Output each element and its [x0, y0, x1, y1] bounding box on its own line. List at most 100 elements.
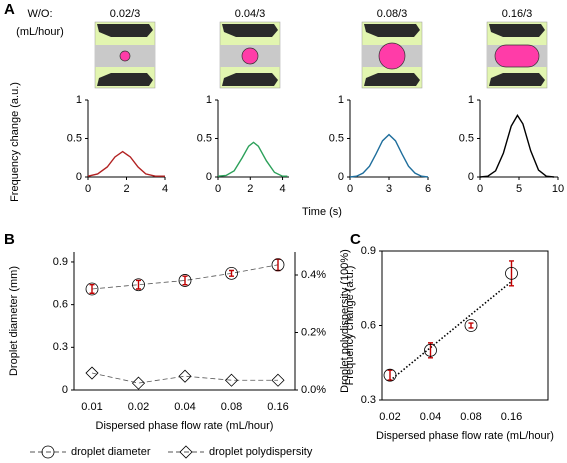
schematic: [94, 21, 156, 89]
x-tick-label: 0.01: [81, 401, 102, 413]
x-tick-label: 3: [386, 183, 392, 195]
panel-letter: A: [4, 1, 15, 18]
marker: [271, 373, 285, 387]
marker: [224, 373, 239, 387]
y-tick-label: 0.6: [361, 319, 376, 331]
droplet: [241, 47, 259, 65]
x-axis-label: Dispersed phase flow rate (mL/hour): [96, 420, 274, 432]
y-tick-label: 0.5: [197, 132, 212, 144]
error-bar: [136, 279, 141, 290]
schematic-unit: (mL/hour): [16, 26, 64, 38]
marker: [464, 319, 478, 332]
error-bar: [509, 260, 514, 287]
series-line: [91, 264, 279, 290]
y-tick-label: 0: [76, 171, 82, 183]
y-tick-label: 0: [206, 171, 212, 183]
electrode: [364, 73, 420, 86]
marker: [85, 366, 99, 380]
axis: [87, 100, 165, 178]
electrode: [222, 24, 278, 37]
error-bar: [387, 369, 393, 381]
panel-letter: B: [4, 231, 15, 248]
legend-marker: [41, 445, 55, 459]
error-bar: [229, 269, 234, 277]
electrode: [489, 24, 545, 37]
x-tick-label: 2: [123, 183, 129, 195]
x-tick-label: 0.08: [460, 411, 481, 423]
y-axis-label: Frequency change (a.u.): [9, 82, 21, 202]
x-tick-label: 0: [215, 183, 221, 195]
x-tick-label: 0.08: [221, 401, 242, 413]
legend-label: droplet polydispersity: [209, 446, 313, 458]
electrode: [222, 73, 278, 86]
schematic: [486, 21, 548, 89]
x-tick-label: 4: [279, 183, 285, 195]
axis: [73, 252, 296, 391]
electrode: [364, 24, 420, 37]
x-tick-label: 0.02: [379, 411, 400, 423]
x-tick-label: 0.04: [174, 401, 195, 413]
marker: [178, 274, 192, 287]
schematic-label: 0.16/3: [502, 8, 533, 20]
electrode: [97, 73, 153, 86]
y-tick-label: 0: [468, 171, 474, 183]
y-tick-label: 0.5: [67, 132, 82, 144]
droplet: [494, 44, 540, 68]
y-tick-label: 0: [62, 384, 68, 396]
y-tick-label: 0: [338, 171, 344, 183]
droplet: [119, 50, 131, 62]
x-tick-label: 0: [347, 183, 353, 195]
x-tick-label: 6: [425, 183, 431, 195]
y-tick-label: 0.5: [329, 132, 344, 144]
x-tick-label: 0.02: [128, 401, 149, 413]
x-axis-label: Dispersed phase flow rate (mL/hour): [376, 430, 554, 442]
y-tick-label: 0.3: [53, 341, 68, 353]
marker: [271, 258, 285, 272]
marker: [505, 266, 518, 280]
error-bar: [182, 275, 188, 286]
y-tick-label: 1: [206, 94, 212, 106]
y-tick-label: 0.2%: [301, 326, 326, 338]
line: [479, 114, 555, 178]
schematic: [219, 21, 281, 89]
x-tick-label: 5: [516, 183, 522, 195]
schematic-label: 0.04/3: [235, 8, 266, 20]
marker: [424, 343, 437, 357]
line: [349, 133, 429, 178]
marker: [383, 368, 397, 382]
series-line: [91, 372, 278, 384]
axis: [349, 100, 428, 178]
schematic: [361, 21, 423, 89]
axis: [381, 250, 549, 401]
x-tick-label: 0.04: [420, 411, 441, 423]
marker: [132, 278, 145, 292]
y-axis-label: Droplet diameter (mm): [8, 266, 20, 376]
marker: [131, 376, 146, 390]
y-tick-label: 0.6: [53, 299, 68, 311]
y-tick-label: 0.5: [459, 132, 474, 144]
y-tick-label: 0.9: [53, 256, 68, 268]
x-axis-label: Time (s): [302, 206, 342, 218]
error-bar: [89, 284, 95, 294]
error-bar: [428, 342, 433, 359]
y-tick-label: 1: [76, 94, 82, 106]
line: [87, 150, 165, 177]
y2-axis-label: Droplet polydispersity (100%): [339, 249, 351, 393]
y-tick-label: 0.0%: [301, 384, 326, 396]
y-axis-label: Frequency change (a.u.): [344, 266, 356, 386]
schematic-label: 0.08/3: [377, 8, 408, 20]
legend-label: droplet diameter: [71, 446, 151, 458]
droplet: [378, 42, 406, 70]
y-tick-label: 1: [338, 94, 344, 106]
y-tick-label: 1: [468, 94, 474, 106]
axis: [479, 100, 558, 178]
x-tick-label: 2: [247, 183, 253, 195]
marker: [178, 369, 192, 383]
x-tick-label: 4: [162, 183, 168, 195]
marker: [225, 266, 238, 280]
error-bar: [468, 322, 474, 329]
y-tick-label: 0.4%: [301, 269, 326, 281]
schematic-label: 0.02/3: [110, 8, 141, 20]
x-tick-label: 0.16: [501, 411, 522, 423]
